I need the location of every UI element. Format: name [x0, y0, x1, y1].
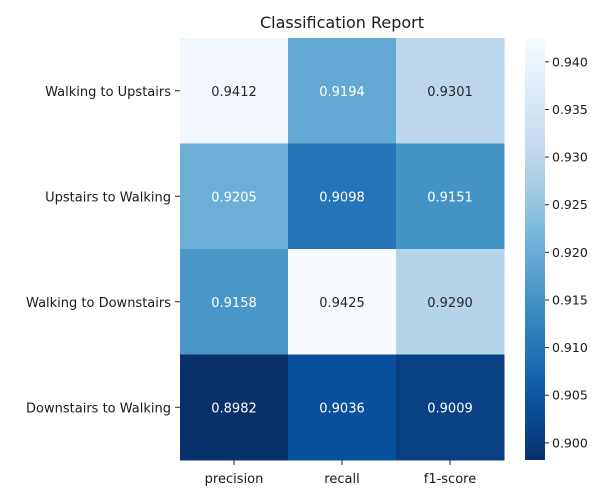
heatmap-cell — [396, 354, 505, 461]
cell-value-label: 0.9151 — [427, 190, 473, 205]
cell-value-label: 0.8982 — [211, 401, 257, 416]
cell-value-label: 0.9205 — [211, 190, 257, 205]
colorbar: 0.900 0.905 0.910 0.915 0.920 0.925 0.930 0.935… — [525, 38, 588, 460]
heatmap-cell — [396, 38, 505, 144]
y-axis: Walking to Upstairs Upstairs to Walking Wa… — [26, 85, 180, 416]
heatmap-cell — [288, 143, 397, 250]
y-tick-label: Upstairs to Walking — [45, 190, 171, 205]
y-tick-label: Walking to Downstairs — [26, 296, 171, 311]
y-tick-label: Walking to Upstairs — [45, 85, 171, 100]
cell-value-label: 0.9036 — [319, 401, 365, 416]
cell-value-label: 0.9412 — [211, 85, 257, 100]
heatmap-cell — [180, 38, 289, 144]
heatmap-cell — [396, 143, 505, 250]
colorbar-tick-label: 0.910 — [552, 340, 588, 355]
chart-title: Classification Report — [260, 13, 424, 32]
cell-value-label: 0.9194 — [319, 85, 365, 100]
colorbar-tick-label: 0.920 — [552, 245, 588, 260]
cell-value-label: 0.9009 — [427, 401, 473, 416]
colorbar-gradient — [525, 38, 545, 460]
colorbar-tick-label: 0.940 — [552, 54, 588, 69]
heatmap-cell — [180, 354, 289, 461]
heatmap-cell — [288, 38, 397, 144]
x-tick-label: precision — [205, 472, 264, 487]
colorbar-tick-label: 0.900 — [552, 435, 588, 450]
cell-value-label: 0.9301 — [427, 85, 473, 100]
colorbar-tick-label: 0.930 — [552, 150, 588, 165]
x-tick-label: recall — [324, 472, 359, 487]
colorbar-tick-label: 0.925 — [552, 197, 588, 212]
heatmap-cell — [288, 249, 397, 355]
heatmap-cell — [396, 249, 505, 355]
colorbar-tick-label: 0.915 — [552, 292, 588, 307]
cell-value-label: 0.9425 — [319, 296, 365, 311]
heatmap-cell — [180, 143, 289, 250]
colorbar-tick-label: 0.935 — [552, 102, 588, 117]
heatmap-cell — [288, 354, 397, 461]
y-tick-label: Downstairs to Walking — [26, 401, 171, 416]
cell-value-label: 0.9158 — [211, 296, 257, 311]
colorbar-tick-label: 0.905 — [552, 388, 588, 403]
heatmap-cells: 0.9412 0.9194 0.9301 0.9205 0.9098 0.9151 0.91… — [180, 38, 505, 461]
heatmap-cell — [180, 249, 289, 355]
cell-value-label: 0.9290 — [427, 296, 473, 311]
cell-value-label: 0.9098 — [319, 190, 365, 205]
x-axis: precision recall f1-score — [205, 460, 476, 487]
x-tick-label: f1-score — [424, 472, 476, 487]
